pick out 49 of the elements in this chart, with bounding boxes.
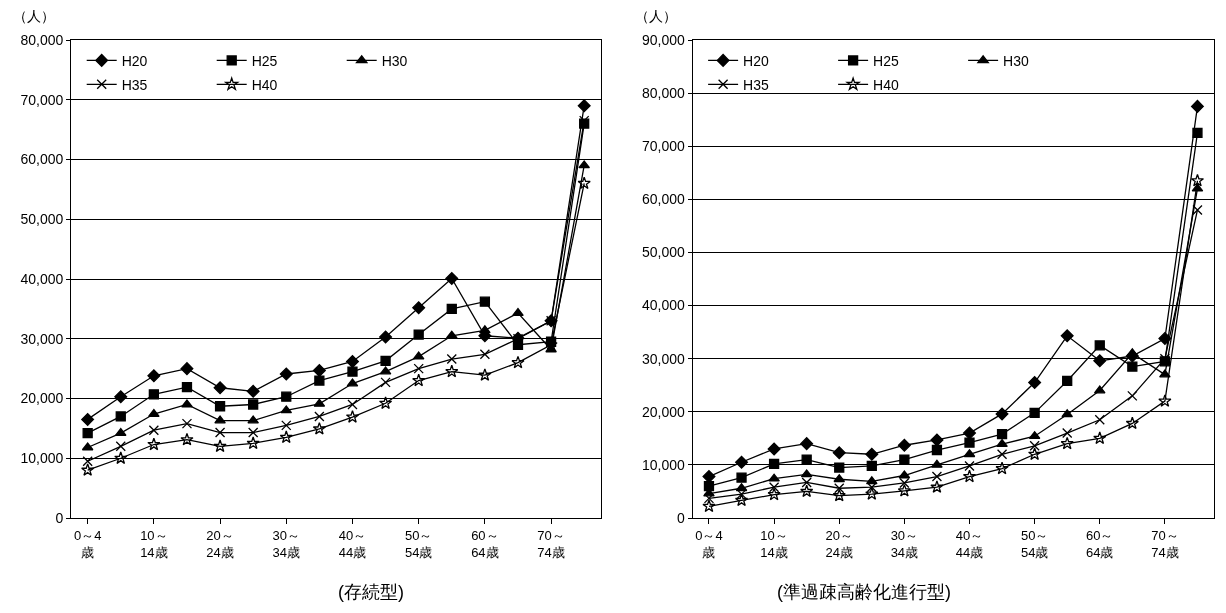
y-tick-label: 30,000 — [20, 330, 64, 347]
y-tick-label: 40,000 — [642, 297, 686, 314]
x-tick-label: 20～ 24歳 — [825, 527, 853, 560]
y-tick-label: 50,000 — [20, 211, 64, 228]
x-tick-label: 40～ 44歳 — [338, 527, 367, 560]
y-tick-label: 60,000 — [642, 191, 686, 208]
y-tick-label: 10,000 — [642, 456, 686, 473]
y-tick-label: 60,000 — [20, 151, 64, 168]
x-tick-label: 50～ 54歳 — [1020, 527, 1049, 560]
x-tick-label: 0～4 歳 — [695, 527, 723, 560]
x-tick-label: 70～ 74歳 — [1151, 527, 1179, 560]
x-tick-label: 60～ 64歳 — [1086, 527, 1114, 560]
y-tick-label: 10,000 — [20, 450, 64, 467]
y-tick-label: 0 — [55, 509, 64, 526]
y-tick-label: 70,000 — [642, 138, 686, 155]
y-tick-label: 20,000 — [20, 390, 64, 407]
y-tick-label: 40,000 — [20, 270, 64, 287]
legend-label: H20 — [743, 52, 770, 69]
y-axis-title: （人） — [635, 8, 677, 24]
x-tick-label: 0～4 歳 — [73, 527, 102, 560]
y-tick-label: 50,000 — [642, 244, 686, 261]
x-tick-label: 30～ 34歳 — [890, 527, 919, 560]
x-tick-label: 30～ 34歳 — [272, 527, 300, 560]
text: (準過疎高齢化進行型) — [777, 582, 951, 602]
y-tick-label: 90,000 — [642, 31, 686, 48]
y-tick-label: 0 — [677, 509, 686, 526]
legend-label: H30 — [381, 52, 408, 69]
x-tick-label: 20～ 24歳 — [206, 527, 234, 560]
legend-label: H35 — [743, 76, 770, 93]
x-tick-label: 60～ 64歳 — [471, 527, 499, 560]
legend-label: H40 — [873, 76, 900, 93]
y-tick-label: 30,000 — [642, 350, 686, 367]
x-tick-label: 10～ 14歳 — [760, 527, 788, 560]
y-tick-label: 70,000 — [20, 91, 64, 108]
y-tick-label: 80,000 — [642, 85, 686, 102]
y-axis-title: （人） — [13, 8, 55, 24]
legend-label: H25 — [251, 52, 278, 69]
x-tick-label: 40～ 44歳 — [955, 527, 984, 560]
text: (存続型) — [338, 582, 404, 602]
x-tick-label: 70～ 74歳 — [537, 527, 565, 560]
legend-label: H20 — [121, 52, 148, 69]
x-tick-label: 50～ 54歳 — [404, 527, 433, 560]
legend-label: H40 — [251, 76, 278, 93]
legend-label: H25 — [873, 52, 900, 69]
legend-label: H35 — [121, 76, 148, 93]
x-tick-label: 10～ 14歳 — [140, 527, 168, 560]
legend-label: H30 — [1003, 52, 1030, 69]
y-tick-label: 80,000 — [20, 31, 64, 48]
y-tick-label: 20,000 — [642, 403, 686, 420]
